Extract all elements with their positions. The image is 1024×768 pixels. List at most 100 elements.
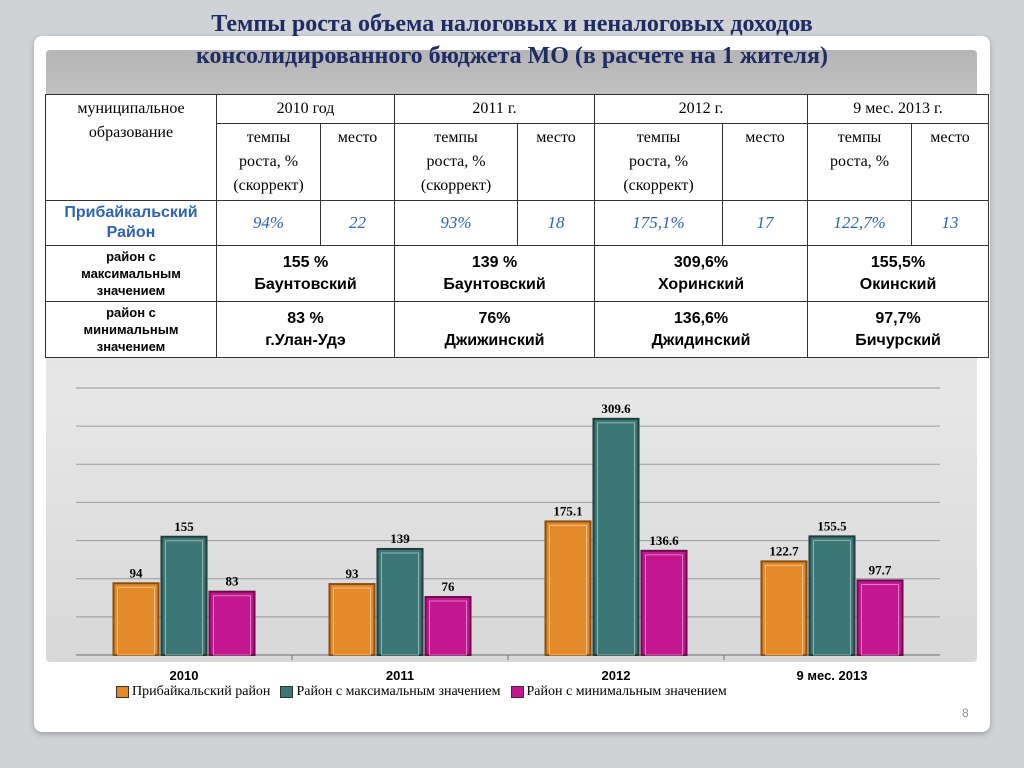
corner-label-line: муниципальное <box>77 100 185 117</box>
data-label: 97.7 <box>869 562 892 577</box>
pribaikal-rate-2013: 122,7% <box>807 200 913 246</box>
year-header-2013: 9 мес. 2013 г. <box>807 94 990 124</box>
subheader-place: место <box>320 123 395 201</box>
data-label: 94 <box>130 565 144 580</box>
bar-bevel <box>213 595 251 656</box>
page-number: 8 <box>962 706 969 720</box>
max-region: Баунтовский <box>443 275 546 293</box>
subheader-place: место <box>722 123 809 201</box>
min-cell-2011: 76% Джижинский <box>393 301 596 358</box>
subheader-text: роста, % <box>829 153 890 170</box>
bar-bevel <box>765 564 803 656</box>
table-header-row-sub: темпы роста, % (скоррект) место темпы роста… <box>46 123 990 201</box>
subheader-place: место <box>516 123 596 201</box>
subheader-text: (скоррект) <box>233 177 304 194</box>
legend-label: Район с максимальным значением <box>296 684 501 699</box>
legend-label: Район с минимальным значением <box>526 684 727 699</box>
min-value: 76% <box>478 309 511 327</box>
bar-bevel <box>861 583 899 656</box>
subheader-rate: темпы роста, % (скоррект) <box>216 123 321 201</box>
legend-swatch-orange <box>116 686 129 698</box>
row-label-text: Прибайкальский <box>64 204 198 221</box>
subheader-rate: темпы роста, % <box>807 123 913 201</box>
min-value: 83 % <box>287 309 324 327</box>
min-cell-2013: 97,7% Бичурский <box>807 301 990 358</box>
subheader-rate: темпы роста, % (скоррект) <box>394 123 518 201</box>
bar-bevel <box>165 540 203 656</box>
subheader-text: роста, % <box>426 153 486 170</box>
row-label-text: максимальным <box>81 266 181 281</box>
subheader-text: темпы <box>246 129 291 146</box>
table-row-max: район с максимальным значением 155 % Баун… <box>45 245 990 302</box>
data-label: 155.5 <box>817 518 847 533</box>
max-region: Хоринский <box>657 275 745 293</box>
bar-bevel <box>429 600 467 656</box>
max-region: Окинский <box>859 275 937 293</box>
subheader-text: (скоррект) <box>420 177 492 194</box>
legend-swatch-magenta <box>510 686 524 698</box>
max-region: Баунтовский <box>254 275 357 293</box>
subheader-text: темпы <box>636 129 681 146</box>
legend-item-max: Район с максимальным значением <box>280 684 501 700</box>
max-cell-2012: 309,6% Хоринский <box>594 245 809 302</box>
pribaikal-rate-2012: 175,1% <box>594 200 724 246</box>
min-cell-2010: 83 % г.Улан-Удэ <box>216 301 395 358</box>
min-value: 97,7% <box>875 309 921 327</box>
max-cell-2011: 139 % Баунтовский <box>393 245 596 302</box>
row-label-text: Район <box>106 224 156 241</box>
min-region: Бичурский <box>855 331 941 349</box>
bar-bevel <box>117 586 155 656</box>
legend-item-pribaikal: Прибайкальский район <box>116 684 270 700</box>
title-line-1: Темпы роста объема налоговых и неналогов… <box>211 11 813 37</box>
category-label: 2011 <box>386 668 414 683</box>
table-row-min: район с минимальным значением 83 % г.Улан… <box>45 301 990 358</box>
data-label: 83 <box>226 574 240 589</box>
row-label-min: район с минимальным значением <box>45 301 217 358</box>
year-header-2012: 2012 г. <box>594 94 809 124</box>
data-label: 136.6 <box>649 533 679 548</box>
pribaikal-place-2012: 17 <box>722 200 809 246</box>
corner-label: муниципальное образование <box>45 94 217 201</box>
pribaikal-place-2011: 18 <box>516 200 596 246</box>
subheader-text: роста, % <box>238 153 299 170</box>
subheader-text: темпы <box>434 129 478 146</box>
max-value: 309,6% <box>673 253 729 271</box>
pribaikal-place-2013: 13 <box>911 200 990 246</box>
min-region: г.Улан-Удэ <box>265 331 346 349</box>
year-header-2011: 2011 г. <box>393 94 596 124</box>
pribaikal-rate-2010: 94% <box>216 200 321 246</box>
bar-bevel <box>549 524 587 656</box>
data-label: 309.6 <box>601 401 631 416</box>
subheader-text: темпы <box>837 129 882 146</box>
pribaikal-rate-2011: 93% <box>394 200 518 246</box>
min-region: Джижинский <box>444 331 545 349</box>
table-header-row-years: муниципальное образование 2010 год 2011 … <box>45 94 990 201</box>
legend-swatch-teal <box>280 686 294 698</box>
data-label: 155 <box>174 519 194 534</box>
row-label-max: район с максимальным значением <box>45 245 217 302</box>
chart-legend: Прибайкальский район Район с максимальны… <box>116 684 936 700</box>
subheader-place: место <box>911 123 990 201</box>
data-label: 122.7 <box>769 543 799 558</box>
bar-bevel <box>645 554 683 656</box>
pribaikal-place-2010: 22 <box>320 200 395 246</box>
min-cell-2012: 136,6% Джидинский <box>594 301 809 358</box>
slide-title: Темпы роста объема налоговых и неналогов… <box>0 8 1024 72</box>
category-label: 2010 <box>170 668 199 683</box>
subheader-text: роста, % <box>628 153 689 170</box>
data-label: 93 <box>346 566 360 581</box>
subheader-rate: темпы роста, % (скоррект) <box>594 123 724 201</box>
table-row-pribaikal: Прибайкальский Район 94% 22 93% 18 175,1… <box>45 200 990 246</box>
data-label: 175.1 <box>553 503 582 518</box>
max-cell-2010: 155 % Баунтовский <box>216 245 395 302</box>
corner-label-line: образование <box>88 124 174 141</box>
max-value: 155,5% <box>870 253 926 271</box>
row-label-text: минимальным <box>83 322 179 337</box>
bar-bevel <box>381 552 419 656</box>
data-label: 139 <box>390 531 410 546</box>
row-label-pribaikal: Прибайкальский Район <box>45 200 217 246</box>
year-header-2010: 2010 год <box>216 94 395 124</box>
category-label: 2012 <box>602 668 631 683</box>
row-label-text: район с <box>106 305 156 320</box>
